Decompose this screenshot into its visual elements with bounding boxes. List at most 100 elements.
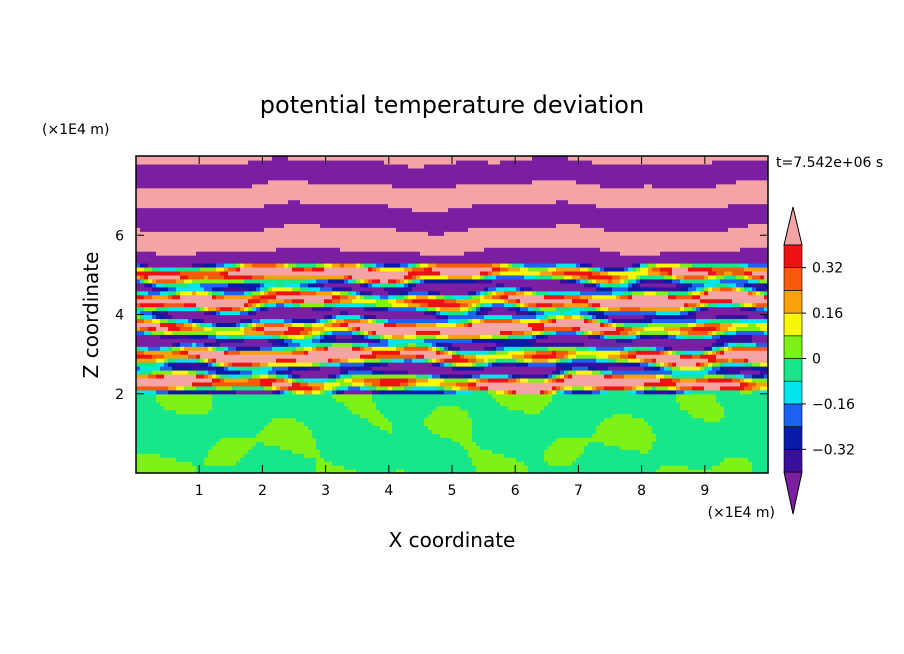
field-cell xyxy=(200,449,205,454)
field-cell xyxy=(752,449,757,454)
field-cell xyxy=(288,421,293,427)
field-cell xyxy=(568,417,573,423)
field-cell xyxy=(276,354,281,359)
field-cell xyxy=(512,441,517,446)
field-cell xyxy=(364,393,369,399)
field-cell xyxy=(196,346,201,351)
field-cell xyxy=(568,421,573,427)
field-cell xyxy=(756,362,761,367)
field-cell xyxy=(684,441,689,446)
field-cell xyxy=(612,362,617,367)
field-cell xyxy=(184,401,189,407)
field-cell xyxy=(552,413,557,419)
field-cell xyxy=(324,385,329,391)
field-cell xyxy=(332,457,337,462)
field-cell xyxy=(260,457,265,462)
field-cell xyxy=(320,461,325,466)
field-cell xyxy=(440,453,445,458)
field-cell xyxy=(672,362,677,367)
field-cell xyxy=(508,350,513,355)
field-cell xyxy=(548,453,553,458)
field-cell xyxy=(280,421,285,427)
field-cell xyxy=(168,373,173,379)
field-cell xyxy=(220,441,225,446)
field-cell xyxy=(240,409,245,415)
field-cell xyxy=(140,377,145,383)
field-cell xyxy=(148,358,153,363)
field-cell xyxy=(268,421,273,427)
field-cell xyxy=(716,350,721,355)
field-cell xyxy=(324,393,329,399)
field-cell xyxy=(600,354,605,359)
field-cell xyxy=(360,465,365,470)
field-cell xyxy=(232,409,237,415)
field-cell xyxy=(568,469,573,473)
field-cell xyxy=(536,381,541,387)
field-cell xyxy=(288,373,293,379)
field-cell xyxy=(760,389,765,395)
field-cell xyxy=(228,369,233,375)
field-cell xyxy=(272,377,277,383)
field-cell xyxy=(208,366,213,371)
field-cell xyxy=(312,393,317,399)
field-cell xyxy=(388,389,393,395)
field-cell xyxy=(156,377,161,383)
field-cell xyxy=(176,445,181,450)
field-cell xyxy=(284,465,289,470)
field-cell xyxy=(672,465,677,470)
field-cell xyxy=(524,437,529,442)
field-cell xyxy=(500,350,505,355)
field-cell xyxy=(192,389,197,395)
field-cell xyxy=(520,409,525,415)
field-cell xyxy=(516,381,521,387)
field-cell xyxy=(264,437,269,442)
field-cell xyxy=(672,369,677,375)
field-cell xyxy=(728,354,733,359)
field-cell xyxy=(500,401,505,407)
field-cell xyxy=(504,457,509,462)
field-cell xyxy=(336,393,341,399)
field-cell xyxy=(372,457,377,462)
field-cell xyxy=(528,405,533,411)
field-cell xyxy=(156,425,161,431)
field-cell xyxy=(492,413,497,419)
field-cell xyxy=(700,377,705,383)
field-cell xyxy=(284,409,289,415)
field-cell xyxy=(608,358,613,363)
field-cell xyxy=(540,397,545,403)
field-cell xyxy=(516,461,521,466)
field-cell xyxy=(368,393,373,399)
field-cell xyxy=(268,389,273,395)
field-cell xyxy=(492,465,497,470)
field-cell xyxy=(152,453,157,458)
field-cell xyxy=(456,441,461,446)
field-cell xyxy=(536,465,541,470)
field-cell xyxy=(360,389,365,395)
field-cell xyxy=(620,377,625,383)
field-cell xyxy=(748,425,753,431)
field-cell xyxy=(304,421,309,427)
field-cell xyxy=(504,366,509,371)
field-cell xyxy=(304,461,309,466)
field-cell xyxy=(408,346,413,351)
field-cell xyxy=(532,405,537,411)
field-cell xyxy=(632,453,637,458)
field-cell xyxy=(172,393,177,399)
field-cell xyxy=(512,453,517,458)
field-cell xyxy=(684,409,689,415)
field-cell xyxy=(308,433,313,438)
field-cell xyxy=(244,377,249,383)
field-cell xyxy=(196,433,201,438)
field-cell xyxy=(696,413,701,419)
field-cell xyxy=(696,381,701,387)
field-cell xyxy=(568,453,573,458)
field-cell xyxy=(404,381,409,387)
field-cell xyxy=(700,373,705,379)
field-cell xyxy=(412,457,417,462)
field-cell xyxy=(680,409,685,415)
field-cell xyxy=(732,362,737,367)
field-cell xyxy=(568,405,573,411)
field-cell xyxy=(200,389,205,395)
field-cell xyxy=(744,465,749,470)
field-cell xyxy=(692,354,697,359)
